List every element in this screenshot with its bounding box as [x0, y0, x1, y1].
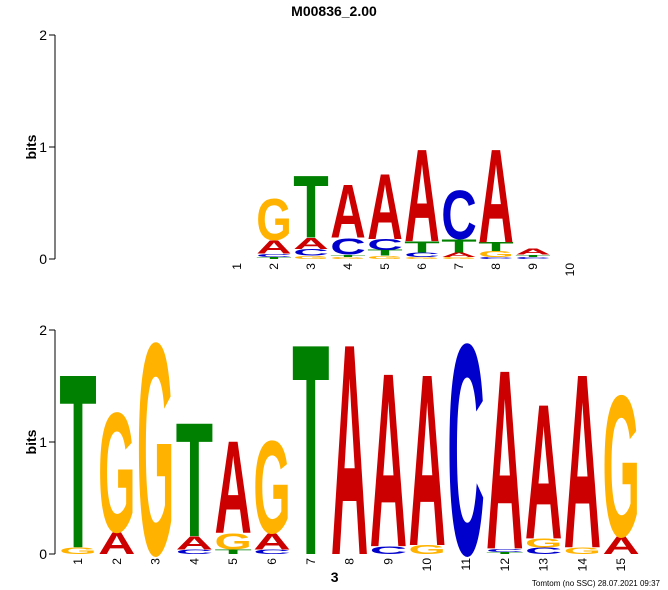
logo-letter: G — [367, 255, 403, 260]
logo-letter: T — [367, 249, 403, 258]
x-tick-label: 9 — [381, 558, 395, 565]
x-tick-label: 3 — [149, 558, 163, 565]
logo-letter: G — [215, 529, 252, 555]
logo-letter: G — [478, 250, 514, 259]
x-tick-label: 5 — [378, 263, 392, 270]
y-axis-label: bits — [23, 429, 39, 454]
logo-letter: G — [441, 256, 477, 259]
y-axis-label: bits — [23, 134, 39, 159]
logo-letter: A — [370, 322, 407, 590]
logo-letter: G — [603, 354, 640, 580]
logo-letter: C — [367, 236, 403, 253]
x-tick-label: 1 — [71, 558, 85, 565]
y-tick-label: 2 — [39, 322, 47, 338]
y-tick-label: 0 — [39, 546, 47, 562]
x-tick-label: 7 — [304, 558, 318, 565]
logo-letter: C — [404, 251, 440, 258]
footer: Tomtom (no SSC) 28.07.2021 09:37 — [532, 579, 661, 588]
logo-letter: C — [256, 253, 292, 258]
logo-letter: G — [59, 546, 96, 556]
logo-letter: T — [59, 323, 96, 590]
chart-title: M00836_2.00 — [291, 3, 377, 19]
logo-letter: C — [515, 256, 551, 259]
y-tick-label: 1 — [39, 139, 47, 155]
logo-letter: T — [486, 551, 523, 554]
logo-letter: T — [330, 254, 366, 257]
x-tick-label: 9 — [526, 263, 540, 270]
logo-letter: A — [176, 533, 213, 554]
x-tick-label: 15 — [614, 558, 628, 572]
x-tick-label: 7 — [452, 263, 466, 270]
y-tick-label: 2 — [39, 27, 47, 43]
x-tick-label: 11 — [459, 558, 473, 571]
logo-letter: G — [409, 543, 446, 557]
logo-letter: G — [330, 256, 366, 259]
logo-letter: A — [441, 251, 477, 258]
x-axis-label: 3 — [331, 569, 339, 585]
x-tick-label: 8 — [343, 558, 357, 565]
y-tick-label: 0 — [39, 251, 47, 267]
logo-letter: C — [525, 546, 562, 556]
x-tick-label: 1 — [230, 263, 244, 270]
logo-letter: A — [478, 122, 514, 272]
logo-letter: G — [253, 413, 290, 561]
logo-letter: A — [486, 318, 523, 590]
logo-letter: C — [253, 548, 290, 555]
logo-letter: C — [370, 544, 407, 556]
logo-letter: A — [525, 364, 562, 580]
x-tick-label: 8 — [489, 263, 503, 270]
x-tick-label: 4 — [341, 263, 355, 270]
logo-letter: G — [293, 255, 329, 260]
x-tick-label: 5 — [226, 558, 240, 565]
logo-letter: C — [293, 247, 329, 257]
logo-letter: A — [98, 526, 135, 561]
logo-letter: G — [137, 280, 174, 590]
logo-letter: G — [256, 187, 292, 252]
x-tick-label: 2 — [110, 558, 124, 565]
logo-letter: C — [330, 234, 366, 260]
logo-letter: T — [176, 388, 213, 571]
logo-letter: C — [447, 281, 484, 590]
logo-letter: T — [292, 281, 329, 590]
logo-letter: A — [367, 155, 403, 259]
logo-letter: A — [603, 532, 640, 560]
logo-letter: A — [404, 122, 440, 270]
logo-letter: C — [441, 176, 477, 254]
logo-letter: G — [404, 256, 440, 259]
logo-letter: T — [478, 240, 514, 254]
logo-letter: T — [215, 548, 252, 555]
logo-letter: G — [98, 377, 135, 569]
logo-letter: A — [256, 237, 292, 258]
x-tick-label: 12 — [498, 558, 512, 572]
logo-letter: A — [515, 248, 551, 257]
x-tick-label: 6 — [415, 263, 429, 270]
logo-letter: C — [478, 256, 514, 259]
logo-letter: T — [515, 254, 551, 257]
logo-letter: T — [404, 238, 440, 255]
logo-letter: A — [253, 529, 290, 555]
logo-letter: T — [441, 236, 477, 257]
logo-letter: A — [409, 322, 446, 590]
logo-letter: A — [215, 413, 252, 561]
logo-letter: C — [176, 548, 213, 555]
x-tick-label: 14 — [575, 558, 589, 572]
logo-letter: T — [293, 158, 329, 257]
logo-letter: A — [293, 235, 329, 252]
x-tick-label: 10 — [420, 558, 434, 572]
logo-letter: T — [256, 256, 292, 259]
x-tick-label: 3 — [304, 263, 318, 270]
logo-letter: A — [331, 281, 368, 590]
logo-letter: C — [486, 548, 523, 553]
logo-letter: A — [564, 323, 601, 590]
x-tick-label: 2 — [267, 263, 281, 270]
x-tick-label: 4 — [187, 558, 201, 565]
x-tick-label: 6 — [265, 558, 279, 565]
x-tick-label: 13 — [537, 558, 551, 572]
logo-letter: A — [330, 169, 366, 254]
logo-letter: G — [525, 536, 562, 550]
y-tick-label: 1 — [39, 434, 47, 450]
logo-letter: G — [564, 546, 601, 556]
x-tick-label: 10 — [563, 263, 577, 277]
